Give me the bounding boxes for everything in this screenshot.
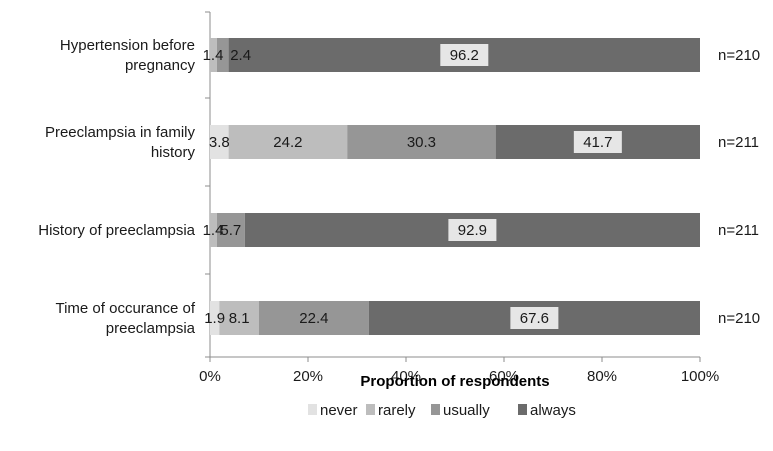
legend-label-always: always — [530, 402, 576, 419]
bar-segment-usually — [216, 38, 229, 72]
x-tick-label: 40% — [391, 368, 421, 385]
bar-segment-never — [210, 125, 229, 159]
bar-segment-usually — [216, 213, 245, 247]
bar-segment-usually — [347, 125, 496, 159]
legend-swatch-never — [308, 404, 317, 415]
data-label: 24.2 — [273, 134, 302, 151]
data-label: 22.4 — [299, 310, 328, 327]
x-tick-label: 60% — [489, 368, 519, 385]
bar-segment-usually — [259, 301, 369, 335]
legend-swatch-rarely — [366, 404, 375, 415]
n-label: n=210 — [718, 310, 760, 327]
category-label: History of preeclampsia — [38, 222, 195, 239]
x-tick-label: 100% — [681, 368, 719, 385]
category-label: preeclampsia — [106, 320, 196, 337]
data-label-box — [440, 44, 489, 66]
category-label: Preeclampsia in family — [45, 124, 196, 141]
data-label: 8.1 — [229, 310, 250, 327]
data-label: 30.3 — [407, 134, 436, 151]
category-label: history — [151, 144, 196, 161]
legend-label-never: never — [320, 402, 358, 419]
legend-swatch-usually — [431, 404, 440, 415]
data-label: 1.4 — [203, 47, 224, 64]
legend-label-rarely: rarely — [378, 402, 416, 419]
n-label: n=210 — [718, 47, 760, 64]
n-label: n=211 — [718, 222, 759, 239]
bar-segment-rarely — [210, 38, 217, 72]
data-label: 67.6 — [520, 310, 549, 327]
data-label-box — [573, 131, 622, 153]
data-label: 92.9 — [458, 222, 487, 239]
category-label: pregnancy — [125, 57, 196, 74]
data-label-box — [448, 219, 497, 241]
data-label: 2.4 — [230, 47, 251, 64]
bar-segment-never — [210, 301, 220, 335]
data-label: 1.9 — [204, 310, 225, 327]
data-label-box — [510, 307, 559, 329]
x-axis-title: Proportion of respondents — [360, 373, 549, 390]
legend-label-usually: usually — [443, 402, 490, 419]
x-tick-label: 0% — [199, 368, 221, 385]
x-tick-label: 20% — [293, 368, 323, 385]
bar-segment-rarely — [228, 125, 348, 159]
data-label: 1.4 — [203, 222, 224, 239]
category-label: Hypertension before — [60, 37, 195, 54]
legend-swatch-always — [518, 404, 527, 415]
data-label: 3.8 — [209, 134, 230, 151]
n-label: n=211 — [718, 134, 759, 151]
data-label: 41.7 — [583, 134, 612, 151]
bar-segment-rarely — [210, 213, 217, 247]
data-label: 96.2 — [450, 47, 479, 64]
bar-segment-rarely — [219, 301, 259, 335]
category-label: Time of occurance of — [55, 300, 195, 317]
x-tick-label: 80% — [587, 368, 617, 385]
data-label: 5.7 — [220, 222, 241, 239]
